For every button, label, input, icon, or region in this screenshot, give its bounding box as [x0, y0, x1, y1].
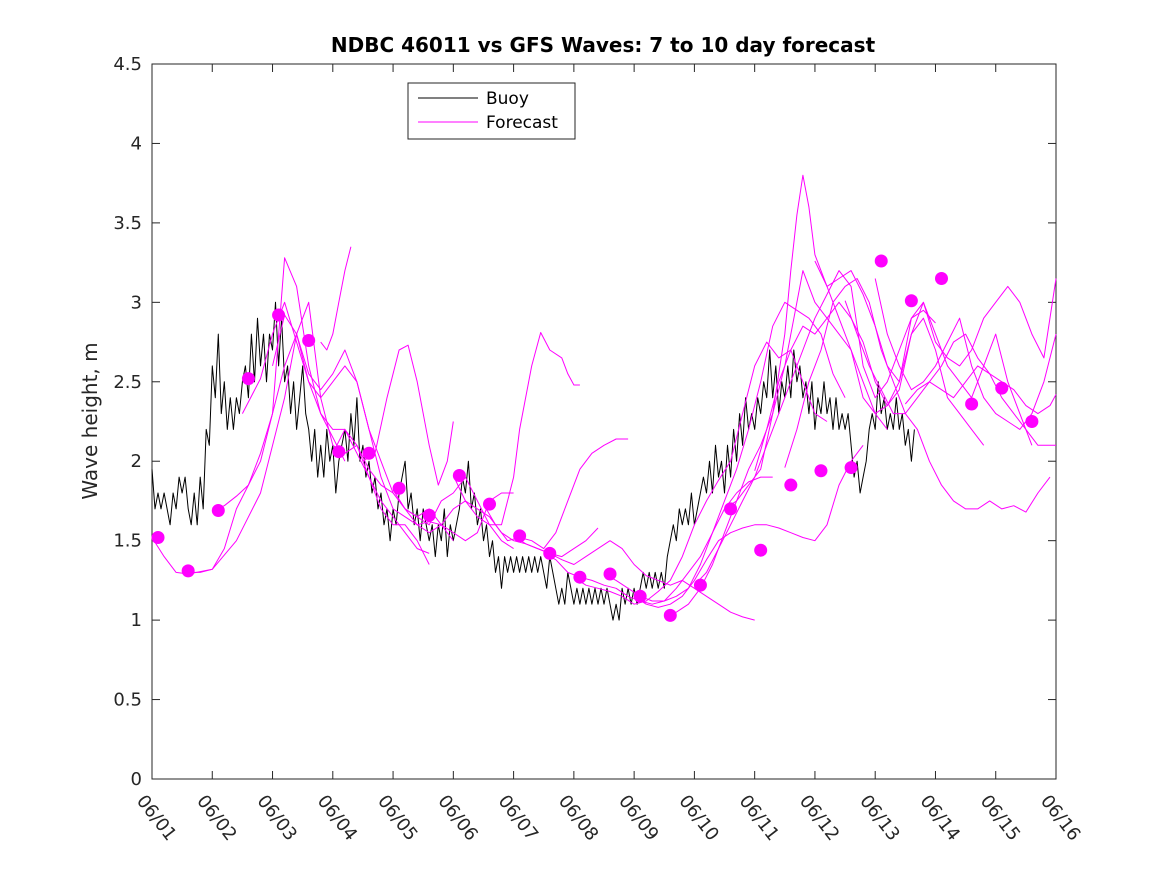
y-tick-label: 1.5	[113, 531, 142, 552]
forecast-marker	[482, 497, 496, 511]
forecast-marker	[272, 308, 286, 322]
forecast-series-line-16	[633, 444, 864, 608]
forecast-marker	[573, 570, 587, 584]
axes-box	[151, 63, 1057, 780]
forecast-series-line-11	[483, 438, 629, 550]
forecast-marker	[332, 445, 346, 459]
forecast-series-line-6	[320, 246, 352, 351]
y-tick-label: 3.5	[113, 213, 142, 234]
y-tick-label: 0.5	[113, 690, 142, 711]
y-tick-label: 1	[131, 610, 142, 631]
forecast-marker	[151, 530, 165, 544]
legend: Buoy Forecast	[407, 82, 576, 140]
forecast-series-line-5	[272, 314, 514, 542]
forecast-series-line-20	[754, 301, 1033, 471]
y-tick-label: 4.5	[113, 54, 142, 75]
forecast-marker	[904, 294, 918, 308]
forecast-marker	[211, 503, 225, 517]
buoy-series-line	[151, 301, 915, 621]
forecast-series-line-23	[844, 300, 1056, 446]
legend-box	[407, 82, 576, 140]
forecast-series-line-10	[452, 332, 580, 526]
y-tick-label: 4	[131, 133, 142, 154]
y-tick-label: 2	[131, 451, 142, 472]
forecast-marker	[302, 333, 316, 347]
forecast-marker	[633, 589, 647, 603]
forecast-marker	[784, 478, 798, 492]
legend-entry-forecast: Forecast	[486, 113, 558, 133]
forecast-marker	[693, 578, 707, 592]
legend-entry-buoy: Buoy	[486, 89, 529, 109]
forecast-marker	[874, 254, 888, 268]
forecast-series-line-3	[212, 257, 430, 554]
forecast-marker	[181, 564, 195, 578]
y-axis-label: Wave height, m	[78, 342, 102, 499]
forecast-series-line-18	[694, 270, 936, 586]
forecast-marker	[844, 461, 858, 475]
forecast-marker	[754, 543, 768, 557]
forecast-marker	[1025, 415, 1039, 428]
forecast-marker	[422, 508, 436, 522]
y-tick-label: 3	[131, 292, 142, 313]
forecast-series-line-14	[573, 341, 828, 605]
forecast-marker	[995, 381, 1009, 395]
forecast-series-line-22	[814, 260, 1057, 383]
forecast-marker	[724, 502, 738, 516]
forecast-marker	[603, 567, 617, 581]
chart-title: NDBC 46011 vs GFS Waves: 7 to 10 day for…	[331, 33, 876, 57]
forecast-marker	[362, 446, 376, 460]
forecast-series-line-19	[724, 174, 985, 510]
forecast-marker	[513, 529, 527, 543]
forecast-marker	[392, 481, 406, 495]
y-tick-label: 0	[131, 769, 142, 790]
forecast-marker	[663, 608, 677, 622]
y-tick-label: 2.5	[113, 372, 142, 393]
forecast-series-line-21	[784, 278, 1051, 513]
forecast-series-line-4	[241, 301, 454, 542]
forecast-series-line-8	[362, 344, 454, 486]
forecast-marker	[814, 464, 828, 478]
forecast-series-line-25	[904, 365, 1057, 415]
forecast-marker	[934, 272, 948, 285]
forecast-marker	[241, 372, 255, 386]
forecast-marker	[452, 469, 466, 483]
forecast-marker	[965, 397, 979, 411]
forecast-marker	[543, 546, 557, 560]
